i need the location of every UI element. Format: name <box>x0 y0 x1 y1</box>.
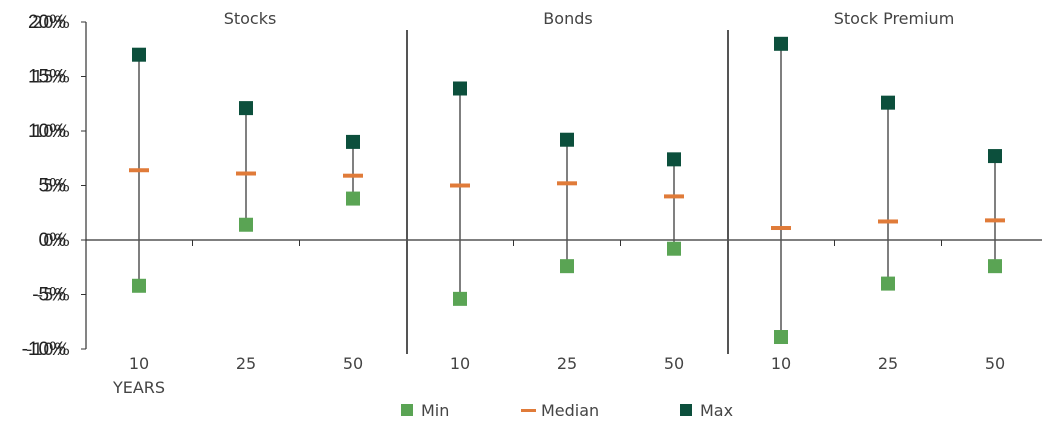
y-tick-label-overlay: 20% <box>28 12 66 33</box>
min-marker <box>560 259 574 274</box>
y-tick-label-overlay: 5% <box>39 176 67 197</box>
max-marker <box>774 36 788 51</box>
y-tick-label: 10% <box>32 122 70 142</box>
y-tick-label-overlay: 0% <box>39 230 67 251</box>
max-marker <box>560 132 574 147</box>
y-tick-label-overlay: 15% <box>28 67 66 88</box>
x-tick-label: 25 <box>236 354 256 373</box>
max-marker <box>988 149 1002 164</box>
x-tick-label: 50 <box>664 354 684 373</box>
group-label: Stock Premium <box>834 9 955 28</box>
min-marker <box>774 330 788 345</box>
x-unit-label: YEARS <box>112 378 165 397</box>
legend-swatch <box>521 409 536 412</box>
min-marker <box>988 259 1002 274</box>
legend-swatch <box>680 404 692 416</box>
median-marker <box>557 181 577 186</box>
x-tick-label: 10 <box>771 354 791 373</box>
median-marker <box>985 218 1005 223</box>
y-tick-label-overlay: 10% <box>28 121 66 142</box>
x-tick-label: 10 <box>129 354 149 373</box>
max-marker <box>239 101 253 116</box>
x-tick-label: 10 <box>450 354 470 373</box>
x-tick-label: 25 <box>557 354 577 373</box>
x-tick-label: 25 <box>878 354 898 373</box>
median-marker <box>878 219 898 224</box>
legend-label: Min <box>421 401 449 420</box>
median-marker <box>450 183 470 188</box>
median-marker <box>664 194 684 199</box>
y-tick-label: 15% <box>32 68 70 88</box>
x-tick-label: 50 <box>343 354 363 373</box>
y-tick-label: 20% <box>32 13 70 33</box>
min-marker <box>239 217 253 232</box>
min-marker <box>881 276 895 291</box>
max-marker <box>132 47 146 62</box>
x-tick-label: 50 <box>985 354 1005 373</box>
max-marker <box>667 152 681 167</box>
min-marker <box>346 191 360 206</box>
max-marker <box>346 134 360 149</box>
group-label: Stocks <box>224 9 277 28</box>
min-marker <box>132 278 146 293</box>
median-marker <box>236 171 256 176</box>
max-marker <box>881 95 895 110</box>
group-label: Bonds <box>543 9 592 28</box>
range-lines <box>138 43 996 338</box>
group-labels: Stocks Bonds Stock Premium <box>224 9 955 28</box>
legend-label: Median <box>541 401 599 420</box>
median-marker <box>771 226 791 231</box>
max-marker <box>453 81 467 96</box>
legend-label: Max <box>700 401 733 420</box>
legend-swatch <box>401 404 413 416</box>
data-markers <box>129 36 1005 345</box>
min-marker <box>667 241 681 256</box>
y-tick-label: 5% <box>43 177 70 197</box>
x-axis-labels: YEARS 10 25 50 10 25 50 10 25 50 <box>112 354 1005 397</box>
median-marker <box>129 168 149 173</box>
min-marker <box>453 291 467 306</box>
y-tick-label-overlay: -10% <box>22 339 66 360</box>
y-tick-label: 0% <box>43 231 70 251</box>
chart-axes <box>81 21 1042 354</box>
median-marker <box>343 173 363 178</box>
y-tick-label: -5% <box>37 286 70 306</box>
legend: Min Median Max <box>401 401 733 420</box>
y-axis-ticks: 20%20%15%15%10%10%5%5%0%0%-5%-5%-10%-10% <box>22 12 70 360</box>
y-tick-label: -10% <box>26 340 70 360</box>
y-tick-label-overlay: -5% <box>32 285 66 306</box>
